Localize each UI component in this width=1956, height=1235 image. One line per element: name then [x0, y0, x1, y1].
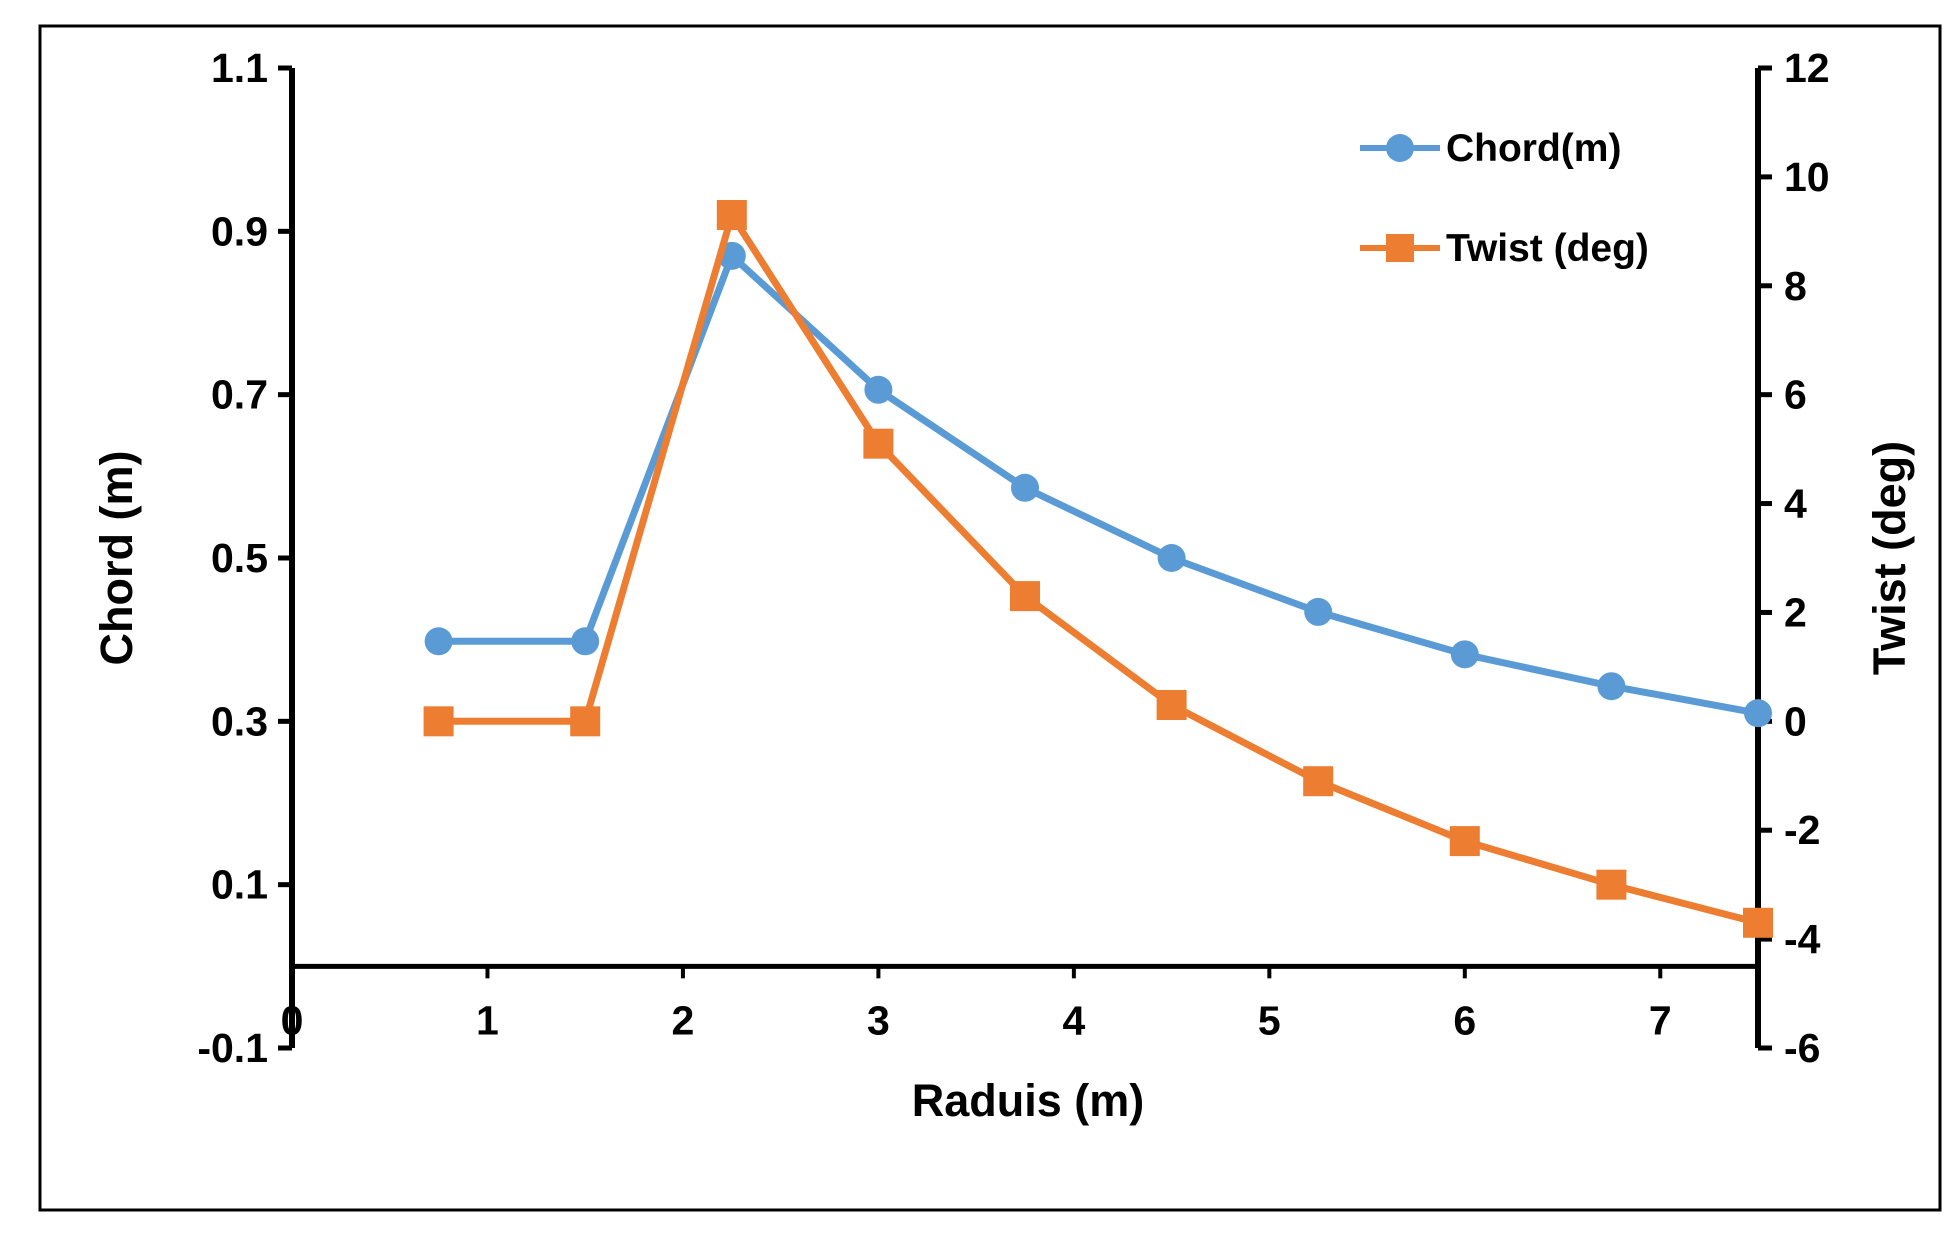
y2-axis-title: Twist (deg) [1864, 441, 1915, 675]
series-twist [423, 200, 1773, 938]
data-point [1157, 544, 1186, 572]
data-point [423, 706, 454, 737]
data-point [571, 627, 600, 656]
data-point [1304, 597, 1333, 626]
outer-frame [38, 24, 1942, 1212]
right-tick-label: 8 [1784, 263, 1807, 309]
right-tick-label: 4 [1784, 481, 1807, 527]
y-axis-title: Chord (m) [91, 451, 142, 666]
legend-chord-marker [1386, 134, 1414, 162]
right-tick-label: -2 [1784, 807, 1820, 853]
left-tick-label: -0.1 [197, 1025, 268, 1071]
legend: Chord(m) Twist (deg) [1360, 127, 1649, 270]
legend-twist-marker [1386, 234, 1414, 262]
x-tick-label: 3 [867, 997, 890, 1043]
data-point [1596, 869, 1627, 900]
legend-item-chord: Chord(m) [1360, 127, 1621, 170]
x-tick-label: 0 [281, 997, 304, 1043]
x-tick-label: 2 [672, 997, 695, 1043]
series [423, 200, 1773, 938]
x-tick-label: 5 [1258, 997, 1281, 1043]
data-point [864, 375, 893, 404]
left-tick-label: 0.9 [211, 208, 268, 254]
right-tick-label: 0 [1784, 698, 1807, 744]
x-axis-title: Raduis (m) [912, 1075, 1145, 1126]
data-point [1449, 826, 1480, 857]
legend-chord-label: Chord(m) [1446, 127, 1621, 170]
data-point [716, 200, 747, 230]
data-point [424, 627, 453, 656]
left-tick-label: 0.5 [211, 535, 268, 581]
left-tick-label: 0.3 [211, 698, 268, 744]
legend-item-twist: Twist (deg) [1360, 227, 1649, 270]
x-tick-label: 4 [1062, 997, 1085, 1043]
data-point [1156, 690, 1187, 720]
series-line [438, 211, 1759, 927]
data-point [570, 706, 601, 737]
left-tick-label: 1.1 [211, 45, 268, 91]
x-tick-label: 6 [1453, 997, 1476, 1043]
right-tick-label: 12 [1784, 45, 1830, 91]
series-line [438, 252, 1759, 717]
data-point [1450, 640, 1479, 669]
right-tick-label: 6 [1784, 372, 1807, 418]
legend-twist-label: Twist (deg) [1446, 227, 1649, 270]
right-tick-label: -4 [1784, 916, 1821, 962]
data-point [1303, 766, 1334, 797]
left-tick-label: 0.7 [211, 372, 268, 418]
x-tick-label: 1 [476, 997, 499, 1043]
data-point [1011, 473, 1039, 502]
axes [278, 65, 1772, 1051]
right-tick-label: 10 [1784, 154, 1830, 200]
left-tick-label: 0.1 [211, 862, 268, 908]
right-tick-label: 2 [1784, 589, 1807, 635]
right-tick-label: -6 [1784, 1025, 1820, 1071]
x-tick-label: 7 [1649, 997, 1672, 1043]
data-point [1597, 672, 1626, 701]
data-point [863, 428, 894, 459]
data-point [1744, 699, 1772, 728]
data-point [1743, 907, 1773, 938]
data-point [1010, 581, 1040, 612]
